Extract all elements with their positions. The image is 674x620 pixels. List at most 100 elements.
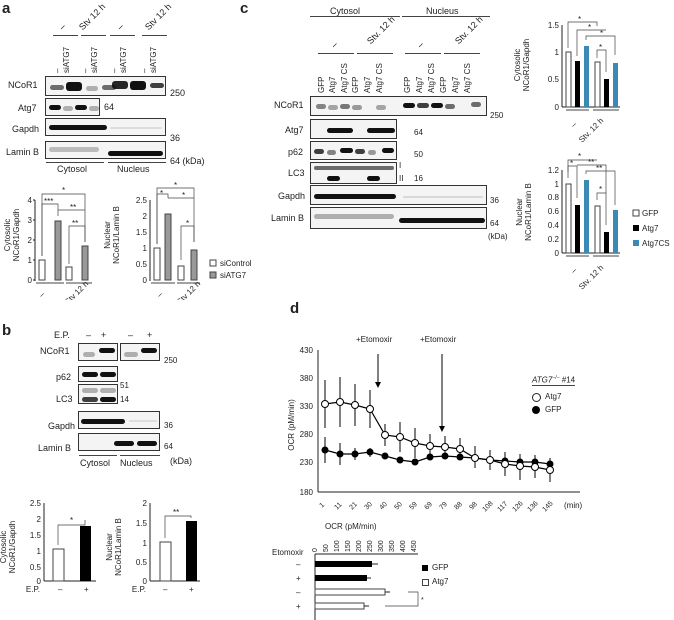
- svg-text:2: 2: [143, 212, 148, 221]
- row-label: LC3: [56, 394, 73, 404]
- svg-text:*: *: [578, 152, 581, 161]
- svg-text:98: 98: [468, 501, 479, 512]
- lc3-form-label: II: [399, 174, 404, 183]
- svg-text:–: –: [58, 585, 63, 594]
- condition-header: Stv. 12 h: [364, 14, 397, 46]
- svg-text:NCoR1/Gapdh: NCoR1/Gapdh: [8, 521, 17, 573]
- chart-c: Cytosolic NCoR1/Gapdh 1.510.50 **** – St…: [513, 15, 640, 291]
- lane-label: –: [53, 68, 62, 73]
- blot-gapdh: [45, 118, 166, 136]
- svg-text:330: 330: [300, 402, 314, 411]
- lane-label: GFP: [439, 76, 448, 93]
- svg-text:***: ***: [44, 197, 53, 206]
- legend-open-square-icon: [422, 579, 429, 586]
- kda-marker: 14: [120, 395, 129, 404]
- kda-marker: 250: [490, 111, 504, 120]
- kda-marker: 64: [164, 442, 173, 451]
- svg-text:350: 350: [389, 540, 396, 552]
- svg-text:*: *: [174, 181, 177, 190]
- svg-text:*: *: [186, 219, 189, 228]
- svg-text:*: *: [182, 191, 185, 200]
- svg-text:0.2: 0.2: [548, 235, 560, 244]
- x-axis-label: E.P.: [26, 585, 40, 594]
- blot-laminb: [78, 433, 160, 451]
- lane-label: Atg7 CS: [427, 63, 436, 93]
- kda-marker: 250: [164, 356, 178, 365]
- lane-label: siATG7: [119, 46, 128, 73]
- legend-filled-circle-icon: [532, 406, 540, 414]
- svg-text:3: 3: [28, 216, 33, 225]
- legend-label: Atg7: [642, 224, 659, 233]
- svg-text:180: 180: [300, 488, 314, 497]
- svg-text:1.5: 1.5: [136, 228, 148, 237]
- svg-text:1: 1: [143, 244, 148, 253]
- svg-text:4: 4: [28, 196, 33, 205]
- lane-label: –: [86, 330, 92, 340]
- condition-header: –: [328, 39, 340, 50]
- blot-atg7: [45, 98, 100, 116]
- legend-open-circle-icon: [532, 393, 541, 402]
- row-label: Lamin B: [6, 147, 40, 157]
- svg-text:50: 50: [323, 544, 330, 552]
- svg-text:1: 1: [37, 547, 42, 556]
- svg-text:400: 400: [400, 540, 407, 552]
- svg-text:*: *: [600, 29, 603, 38]
- svg-text:Cytosolic: Cytosolic: [513, 49, 522, 81]
- svg-text:0.4: 0.4: [548, 221, 560, 230]
- svg-text:*: *: [578, 15, 581, 24]
- svg-text:0: 0: [312, 548, 319, 552]
- svg-text:300: 300: [378, 540, 385, 552]
- svg-text:136: 136: [526, 500, 539, 513]
- legend-label: siATG7: [220, 271, 247, 280]
- svg-text:0: 0: [37, 577, 42, 586]
- svg-text:50: 50: [393, 501, 404, 512]
- svg-text:126: 126: [511, 500, 524, 513]
- svg-text:*: *: [599, 43, 602, 52]
- fraction-label: Cytosol: [57, 164, 88, 174]
- lane-label: –: [140, 68, 149, 73]
- svg-text:100: 100: [334, 540, 341, 552]
- legend-label: GFP: [432, 563, 449, 572]
- svg-text:150: 150: [345, 540, 352, 552]
- kda-marker: 64 (kDa): [170, 156, 205, 166]
- svg-text:**: **: [173, 508, 179, 517]
- lane-label: Atg7: [328, 76, 337, 93]
- svg-text:Nuclear: Nuclear: [103, 221, 112, 249]
- blot-ncor1-nuc: [120, 343, 160, 361]
- svg-text:1.2: 1.2: [548, 166, 560, 175]
- svg-text:2: 2: [28, 236, 33, 245]
- svg-text:230: 230: [300, 458, 314, 467]
- svg-text:**: **: [70, 203, 76, 212]
- svg-text:40: 40: [378, 501, 389, 512]
- svg-text:88: 88: [453, 501, 464, 512]
- svg-text:280: 280: [300, 430, 314, 439]
- svg-text:0.5: 0.5: [136, 260, 148, 269]
- svg-text:–: –: [155, 290, 165, 300]
- legend-label: Atg7: [432, 577, 449, 586]
- kda-marker: 51: [120, 381, 129, 390]
- condition-header: Stv 12 h: [142, 1, 174, 32]
- legend-label: siControl: [220, 259, 252, 268]
- svg-text:79: 79: [438, 501, 449, 512]
- svg-text:–: –: [569, 120, 579, 130]
- svg-text:430: 430: [300, 346, 314, 355]
- svg-text:145: 145: [541, 500, 554, 513]
- svg-text:11: 11: [333, 501, 343, 511]
- svg-text:0.5: 0.5: [548, 75, 560, 84]
- bar-chart-title: OCR (pM/min): [325, 522, 377, 531]
- significance-marker: *: [421, 597, 424, 604]
- row-label: Gapdh: [12, 124, 40, 134]
- kda-marker: 250: [170, 88, 186, 98]
- svg-text:1.5: 1.5: [30, 531, 42, 540]
- chart-d-bars: 0 50 100 150 200 250 300 350 400 450 *: [312, 540, 424, 620]
- legend-filled-square-icon: [422, 565, 428, 571]
- row-label: Lamin B: [271, 213, 305, 223]
- svg-text:380: 380: [300, 374, 314, 383]
- svg-text:*: *: [588, 23, 591, 32]
- row-label: Gapdh: [48, 421, 76, 431]
- condition-header: –: [56, 21, 68, 32]
- svg-text:Stv. 12 h: Stv. 12 h: [577, 116, 605, 144]
- svg-text:59: 59: [408, 501, 419, 512]
- chart-b: Cytosolic NCoR1/Gapdh 2.5 2 1.5 1 0.5 0 * E.P…: [0, 499, 200, 594]
- svg-text:–: –: [37, 290, 47, 300]
